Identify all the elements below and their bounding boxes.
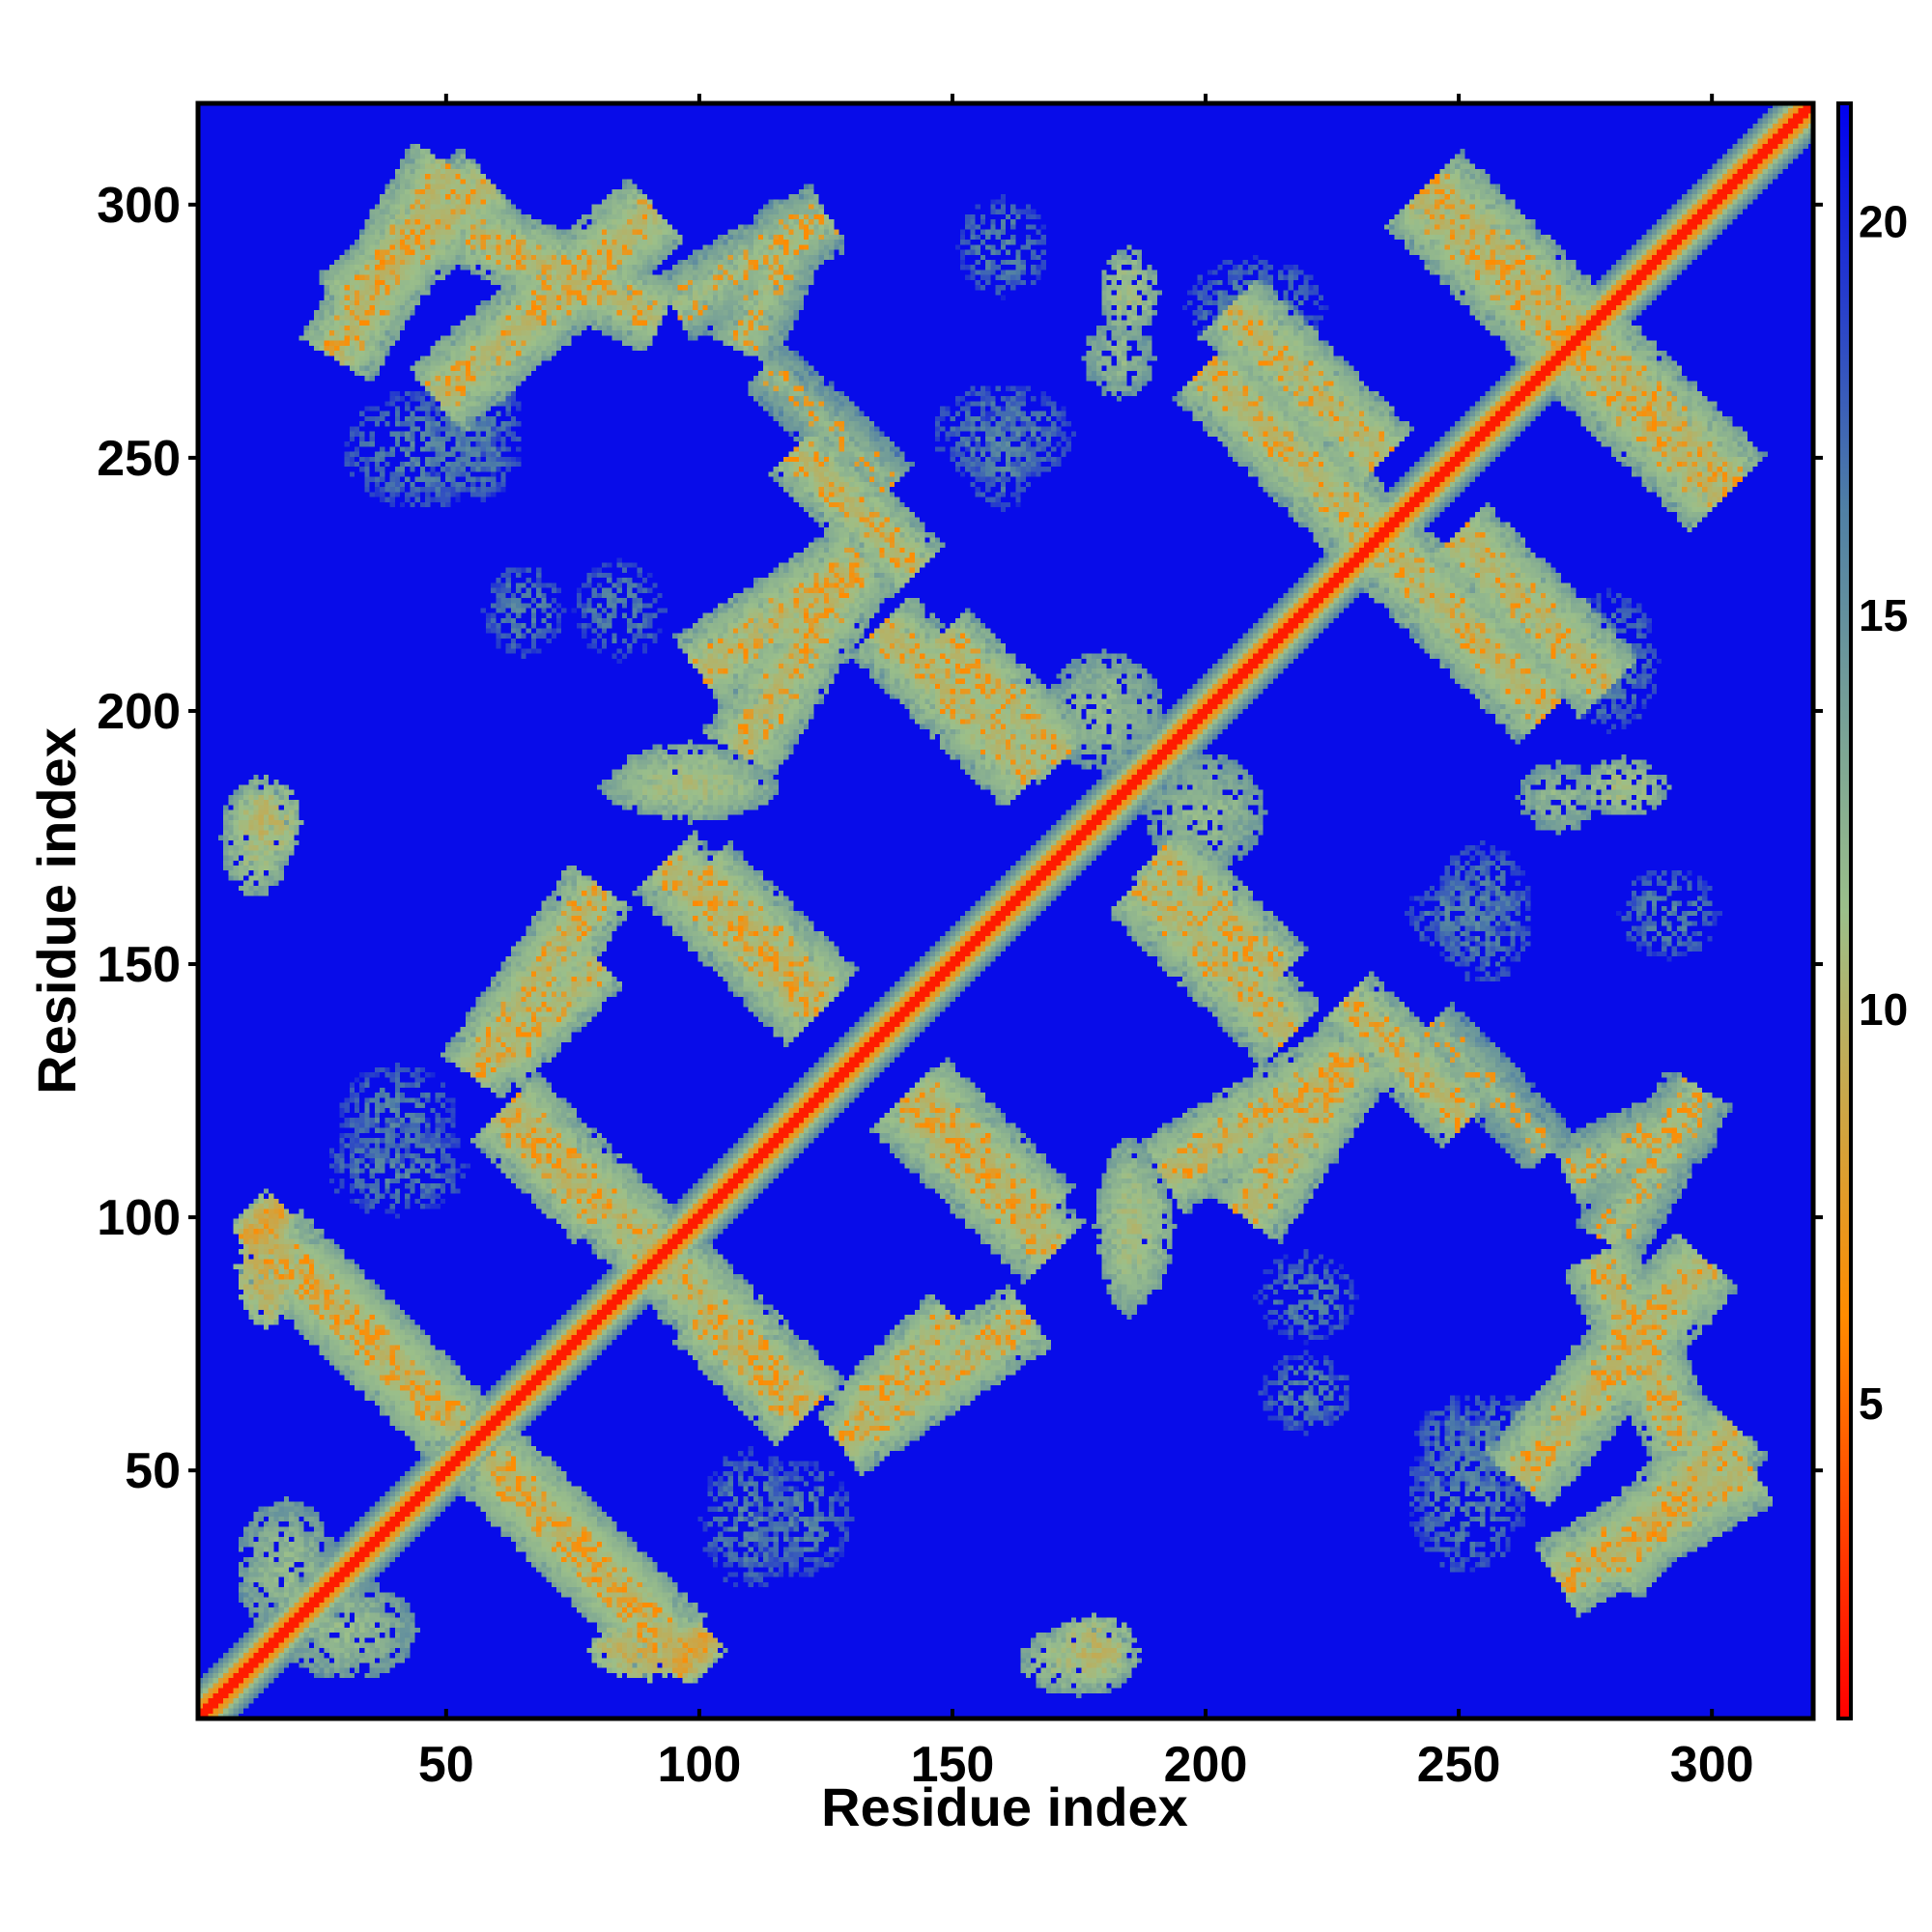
colorbar-tick-label: 5 — [1859, 1378, 1884, 1429]
x-tick-label: 100 — [658, 1737, 742, 1793]
y-tick-label: 100 — [97, 1190, 181, 1246]
x-axis-ticks: 50 100 150 200 250 300 — [418, 94, 1754, 1793]
colorbar-tick-label: 10 — [1859, 984, 1908, 1035]
colorbar-ticks: 5 10 15 20 — [1859, 196, 1908, 1428]
y-tick-label: 300 — [97, 178, 181, 234]
colorbar-tick-label: 15 — [1859, 590, 1908, 640]
colorbar-tick-label: 20 — [1859, 196, 1908, 246]
y-axis-ticks: 50 100 150 200 250 300 — [97, 178, 1823, 1499]
y-tick-label: 150 — [97, 937, 181, 993]
heatmap — [198, 103, 1813, 1719]
x-tick-label: 300 — [1670, 1737, 1754, 1793]
x-tick-label: 50 — [418, 1737, 474, 1793]
x-tick-label: 150 — [911, 1737, 995, 1793]
y-tick-label: 200 — [97, 684, 181, 740]
colorbar-frame — [1836, 101, 1853, 1720]
y-axis-title: Residue index — [26, 727, 87, 1094]
y-tick-label: 250 — [97, 431, 181, 487]
heatmap-image — [198, 103, 1813, 1719]
x-tick-label: 250 — [1417, 1737, 1501, 1793]
colorbar-gradient — [1838, 103, 1851, 1719]
x-tick-label: 200 — [1164, 1737, 1248, 1793]
y-tick-label: 50 — [125, 1443, 181, 1499]
plot-frame — [195, 100, 1816, 1721]
colorbar: 5 10 15 20 — [1836, 101, 1908, 1720]
x-axis-title: Residue index — [821, 1776, 1188, 1837]
